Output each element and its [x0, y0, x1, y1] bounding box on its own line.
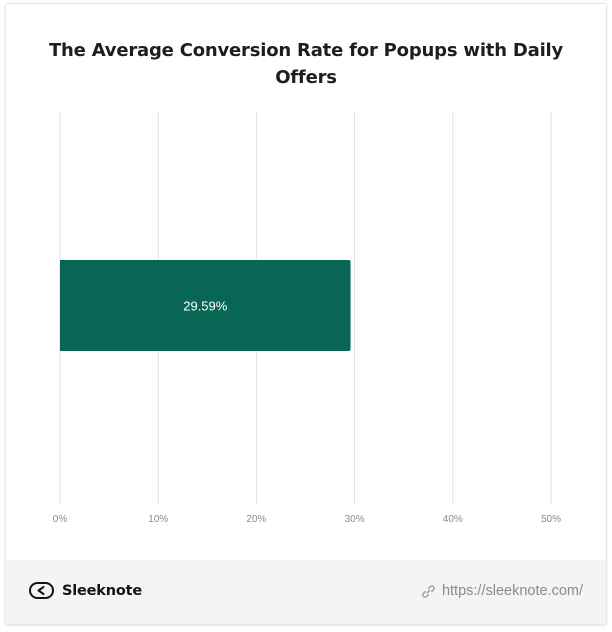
bar-chart: 0% 10% 20% 30% 40% 50% 29.59% [53, 112, 561, 525]
website-link[interactable]: https://sleeknote.com/ [421, 583, 583, 599]
x-tick-label: 20% [246, 514, 266, 525]
x-tick-label: 10% [148, 514, 168, 525]
link-icon [421, 584, 436, 599]
brand-logo[interactable]: Sleeknote [29, 582, 142, 599]
brand-name: Sleeknote [62, 582, 142, 599]
footer: Sleeknote https://sleeknote.com/ [6, 560, 606, 624]
bar [60, 260, 351, 351]
website-url: https://sleeknote.com/ [441, 583, 583, 599]
x-tick-label: 30% [345, 514, 365, 525]
sleeknote-logo-icon [29, 582, 54, 599]
x-tick-label: 40% [443, 514, 463, 525]
chart-title: The Average Conversion Rate for Popups w… [48, 40, 564, 88]
x-tick-label: 50% [541, 514, 561, 525]
chart-card: The Average Conversion Rate for Popups w… [5, 3, 607, 625]
x-tick-label: 0% [53, 514, 68, 525]
bar-value-label: 29.59% [183, 299, 228, 314]
